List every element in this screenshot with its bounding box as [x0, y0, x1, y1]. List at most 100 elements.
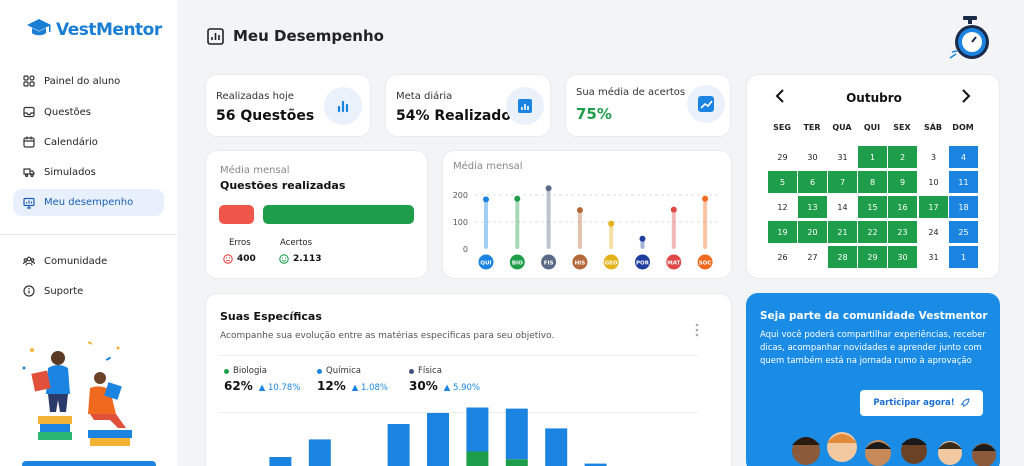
stacked-bar-segment: [545, 428, 568, 466]
stat-value: 54% Realizado: [396, 108, 511, 124]
calendar-day[interactable]: 18: [949, 196, 978, 218]
calendar-day[interactable]: 25: [949, 221, 978, 243]
card-title: Questões realizadas: [220, 179, 346, 192]
community-card: Seja parte da comunidade Vestmentor Aqui…: [746, 293, 1000, 466]
sidebar-item-meu-desempenho[interactable]: Meu desempenho: [13, 189, 164, 216]
calendar-day[interactable]: 13: [798, 196, 827, 218]
calendar-day[interactable]: 14: [837, 202, 848, 212]
calendar-day[interactable]: 30: [807, 152, 818, 162]
stacked-bar-segment: [269, 457, 292, 466]
sidebar-item-suporte[interactable]: Suporte: [13, 278, 164, 304]
sidebar-item-comunidade[interactable]: Comunidade: [13, 248, 164, 274]
students-illustration: [22, 341, 132, 446]
calendar-day[interactable]: 31: [928, 252, 939, 262]
calendar-day[interactable]: 20: [798, 221, 827, 243]
lollipop-stem: [703, 198, 708, 249]
weekday-label: TER: [803, 123, 821, 132]
join-button[interactable]: Participar agora!: [860, 390, 983, 416]
calendar-day[interactable]: 31: [837, 152, 848, 162]
card-title: Suas Específicas: [220, 310, 322, 323]
calendar-day[interactable]: 8: [858, 171, 887, 193]
calendar-day[interactable]: 26: [777, 252, 788, 262]
category-label: POR: [636, 261, 650, 267]
lollipop-point: [608, 220, 615, 227]
calendar-day[interactable]: 29: [858, 246, 887, 268]
monthly-chart-card: Média mensal 0 100 200 QUI BIO FIS HIS GEO POR MA…: [442, 150, 732, 279]
chart-title: Média mensal: [453, 161, 523, 172]
calendar-day[interactable]: 1: [858, 146, 887, 168]
stacked-bar-segment: [466, 407, 489, 452]
lollipop-stem: [671, 209, 676, 249]
sidebar-bottom-button[interactable]: [22, 461, 156, 466]
subject-name: Biologia: [233, 366, 267, 376]
subject-dot: [224, 368, 229, 374]
category-label: QUI: [480, 261, 491, 267]
sidebar-item-calendario[interactable]: Calendário: [13, 129, 164, 155]
card-subtitle: Média mensal: [220, 165, 290, 176]
calendar-day[interactable]: 2: [888, 146, 917, 168]
calendar-day[interactable]: 30: [888, 246, 917, 268]
calendar-day[interactable]: 5: [768, 171, 797, 193]
sidebar-item-label: Questões: [44, 106, 91, 118]
calendar-day[interactable]: 15: [858, 196, 887, 218]
category-label: MAT: [667, 261, 680, 267]
community-icon: [23, 256, 35, 266]
weekday-label: SÁB: [923, 123, 943, 132]
category-label: FIS: [544, 261, 554, 267]
calendar-day[interactable]: 22: [858, 221, 887, 243]
prev-month-button[interactable]: [775, 89, 785, 107]
page-title: Meu Desempenho: [207, 27, 384, 45]
errors-bar: [219, 205, 254, 224]
stacked-bar-segment: [505, 408, 528, 460]
monitor-chart-icon: [23, 197, 35, 209]
card-subtitle: Acompanhe sua evolução entre as matérias…: [220, 331, 555, 341]
lollipop-point: [545, 185, 552, 192]
calendar-day[interactable]: 23: [888, 221, 917, 243]
calendar-day[interactable]: 24: [928, 227, 939, 237]
calendar-day[interactable]: 9: [888, 171, 917, 193]
errors-value: 400: [237, 254, 256, 264]
stat-label: Meta diária: [396, 91, 453, 102]
calendar-day[interactable]: 11: [949, 171, 978, 193]
lollipop-stem: [515, 198, 520, 249]
subject-name: Química: [326, 366, 361, 376]
calendar-day[interactable]: 29: [777, 152, 788, 162]
more-options-icon[interactable]: [694, 322, 700, 338]
stacked-bar-segment: [466, 451, 489, 466]
next-month-button[interactable]: [961, 89, 971, 107]
calendar-day[interactable]: 28: [828, 246, 857, 268]
weekday-label: QUI: [863, 123, 881, 132]
hits-value: 2.113: [293, 254, 322, 264]
calendar-day[interactable]: 3: [930, 152, 937, 162]
sidebar-item-questoes[interactable]: Questões: [13, 99, 164, 125]
calendar-day[interactable]: 17: [919, 196, 948, 218]
calendar-day[interactable]: 27: [807, 252, 818, 262]
y-tick-label: 100: [453, 218, 468, 227]
weekday-label: SEG: [773, 123, 791, 132]
y-tick-label: 200: [453, 191, 468, 200]
calendar-day[interactable]: 1: [949, 246, 978, 268]
subject-dot: [409, 368, 414, 374]
calendar-day[interactable]: 6: [798, 171, 827, 193]
calendar-day[interactable]: 12: [777, 202, 788, 212]
sidebar-item-painel[interactable]: Painel do aluno: [13, 68, 164, 94]
app-logo[interactable]: VestMentor: [26, 18, 162, 42]
weekday-label: SEX: [893, 123, 911, 132]
errors-stat: 400: [223, 254, 256, 264]
calendar-day[interactable]: 7: [828, 171, 857, 193]
category-badge: [572, 254, 588, 270]
calendar-day[interactable]: 4: [949, 146, 978, 168]
calendar-day[interactable]: 16: [888, 196, 917, 218]
calendar-day[interactable]: 21: [828, 221, 857, 243]
category-badge: [697, 254, 713, 270]
category-badge: [541, 254, 557, 270]
lollipop-stem: [609, 223, 614, 249]
subject-name: Física: [418, 366, 442, 376]
sidebar-item-simulados[interactable]: Simulados: [13, 159, 164, 185]
calendar-day[interactable]: 19: [768, 221, 797, 243]
sidebar-divider: [0, 234, 177, 235]
stopwatch-icon[interactable]: [948, 14, 992, 62]
bar-chart-icon: [324, 87, 362, 125]
subject-percent: 30%: [409, 379, 438, 393]
calendar-day[interactable]: 10: [928, 177, 939, 187]
